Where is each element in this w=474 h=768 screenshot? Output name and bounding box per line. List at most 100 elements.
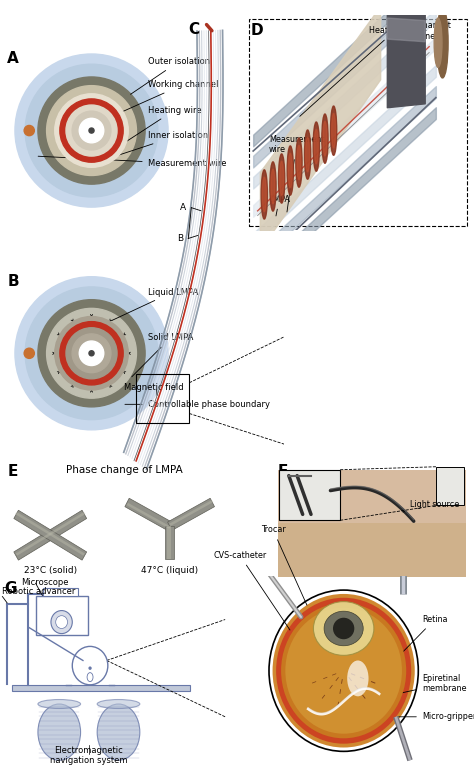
Text: Working channel: Working channel	[103, 80, 218, 121]
Bar	[279, 470, 340, 521]
Polygon shape	[167, 526, 171, 559]
Circle shape	[56, 616, 68, 628]
Ellipse shape	[270, 162, 276, 211]
Circle shape	[281, 603, 406, 738]
Bar	[396, 505, 410, 517]
Polygon shape	[165, 526, 174, 559]
Ellipse shape	[296, 138, 302, 187]
Polygon shape	[127, 503, 171, 529]
Circle shape	[276, 598, 411, 743]
Ellipse shape	[323, 121, 327, 156]
Circle shape	[285, 607, 402, 733]
Text: Retina: Retina	[399, 615, 447, 656]
Circle shape	[269, 590, 419, 751]
Circle shape	[72, 111, 111, 150]
Text: Inner isolation: Inner isolation	[110, 131, 208, 157]
Circle shape	[15, 276, 168, 430]
Text: F: F	[278, 464, 288, 478]
Ellipse shape	[97, 700, 140, 708]
Ellipse shape	[38, 704, 81, 760]
Ellipse shape	[297, 145, 301, 180]
Circle shape	[66, 105, 117, 156]
Circle shape	[79, 341, 104, 366]
Text: Magnetic field: Magnetic field	[124, 383, 184, 392]
Bar	[12, 685, 190, 691]
Polygon shape	[125, 498, 172, 531]
Text: B: B	[7, 274, 19, 290]
Circle shape	[60, 322, 123, 385]
Text: E: E	[8, 464, 18, 478]
Text: Outer isolation: Outer isolation	[130, 57, 210, 94]
Ellipse shape	[347, 660, 369, 697]
Ellipse shape	[271, 169, 275, 204]
Text: A: A	[7, 51, 19, 67]
Text: G: G	[5, 581, 17, 596]
Text: 23°C (solid): 23°C (solid)	[24, 566, 77, 575]
Circle shape	[25, 65, 158, 197]
Text: CVS-catheter: CVS-catheter	[213, 551, 290, 630]
Circle shape	[24, 348, 34, 359]
Polygon shape	[14, 510, 87, 560]
Text: Controllable phase boundary: Controllable phase boundary	[125, 400, 270, 409]
Text: Phase change of LMPA: Phase change of LMPA	[66, 465, 182, 475]
Text: Microscope: Microscope	[21, 578, 69, 587]
Ellipse shape	[330, 106, 337, 155]
Bar	[278, 523, 466, 577]
Bar	[43, 588, 78, 597]
Text: Liquid LMPA: Liquid LMPA	[112, 287, 198, 320]
Polygon shape	[16, 512, 85, 555]
Text: Micro-gripper: Micro-gripper	[399, 712, 474, 721]
Bar	[36, 597, 88, 635]
Text: Heating wire: Heating wire	[300, 27, 420, 116]
Ellipse shape	[332, 114, 336, 148]
Circle shape	[46, 309, 137, 398]
Text: Epiretinal
membrane: Epiretinal membrane	[377, 674, 466, 698]
Ellipse shape	[333, 617, 355, 639]
Text: Measurement
wire: Measurement wire	[269, 134, 324, 212]
Text: LMPA: LMPA	[269, 194, 290, 216]
Polygon shape	[169, 500, 213, 526]
Ellipse shape	[288, 154, 292, 187]
Text: Permanent
magnet: Permanent magnet	[407, 22, 451, 41]
Ellipse shape	[314, 129, 318, 164]
Circle shape	[89, 128, 94, 133]
Circle shape	[72, 647, 108, 685]
Text: Trocar: Trocar	[261, 525, 307, 605]
Bar	[136, 373, 189, 422]
Circle shape	[24, 125, 34, 136]
Circle shape	[51, 611, 72, 634]
Polygon shape	[14, 510, 87, 560]
Ellipse shape	[38, 700, 81, 708]
Circle shape	[273, 594, 415, 747]
Ellipse shape	[280, 161, 283, 196]
Circle shape	[55, 316, 128, 390]
Polygon shape	[167, 498, 215, 531]
Text: Measurement wire: Measurement wire	[38, 156, 226, 168]
Text: B: B	[177, 234, 183, 243]
Circle shape	[15, 54, 168, 207]
Text: Solid LMPA: Solid LMPA	[132, 333, 193, 377]
Bar	[436, 467, 464, 505]
Circle shape	[38, 77, 145, 184]
Ellipse shape	[322, 114, 328, 164]
Text: Electromagnetic
navigation system: Electromagnetic navigation system	[50, 746, 128, 766]
Ellipse shape	[287, 146, 293, 195]
Text: Heating wire: Heating wire	[120, 106, 201, 145]
Ellipse shape	[261, 170, 267, 219]
Ellipse shape	[87, 673, 93, 682]
Ellipse shape	[306, 137, 310, 172]
Ellipse shape	[89, 667, 91, 669]
Circle shape	[55, 94, 128, 167]
Text: 47°C (liquid): 47°C (liquid)	[141, 566, 198, 575]
Circle shape	[25, 287, 158, 419]
Ellipse shape	[97, 704, 140, 760]
Ellipse shape	[437, 8, 448, 78]
Polygon shape	[15, 512, 85, 555]
Ellipse shape	[279, 154, 285, 203]
Circle shape	[46, 86, 137, 175]
Circle shape	[66, 328, 117, 379]
Text: Robotic advancer: Robotic advancer	[2, 587, 76, 596]
Circle shape	[79, 118, 104, 143]
Ellipse shape	[313, 601, 374, 655]
Ellipse shape	[313, 122, 319, 171]
